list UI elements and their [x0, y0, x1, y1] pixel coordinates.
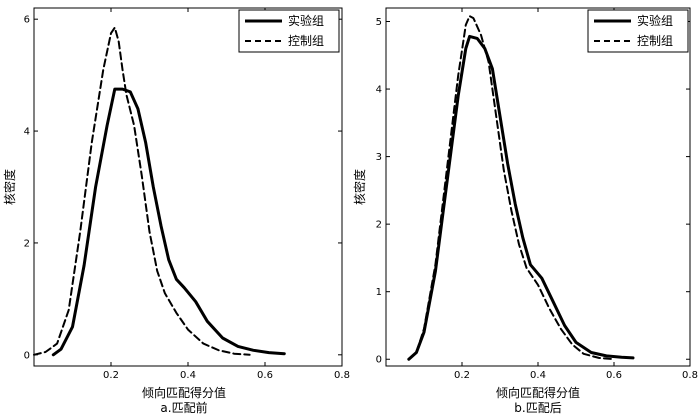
legend: 实验组 控制组	[587, 9, 689, 53]
legend-box	[238, 9, 340, 53]
series-line-control	[407, 15, 615, 361]
x-tick-label: 0.2	[454, 370, 470, 381]
legend-label-treatment: 实验组	[288, 13, 324, 28]
plot-frame	[33, 7, 343, 367]
series-line-control	[33, 26, 251, 356]
chart-caption: a.匹配前	[160, 400, 207, 415]
series-lines	[407, 15, 635, 361]
y-tick-label: 4	[24, 127, 30, 138]
x-tick-label: 0.8	[334, 370, 350, 381]
x-tick-label: 0.6	[606, 370, 622, 381]
y-axis-label: 核密度	[2, 169, 17, 205]
x-tick-label: 0.2	[103, 370, 119, 381]
axis-ticks: 0.2 0.4 0.6 0.8 0 1 2 3 4 5	[376, 8, 698, 381]
series-line-treatment	[407, 34, 635, 361]
y-tick-label: 4	[376, 85, 382, 96]
series-lines	[33, 26, 286, 357]
y-tick-label: 1	[376, 287, 382, 298]
x-axis-label: 倾向匹配得分值	[496, 385, 580, 400]
y-tick-label: 0	[24, 350, 30, 361]
x-axis-label: 倾向匹配得分值	[142, 385, 226, 400]
chart-caption: b.匹配后	[514, 401, 561, 415]
chart-panel-before-matching: 0.2 0.4 0.6 0.8 0 2 4 6 实验组 控制组 倾向匹配得分值 a.匹配前 核…	[2, 7, 350, 415]
legend-box	[587, 9, 689, 53]
plot-frame	[385, 7, 691, 367]
y-tick-label: 5	[376, 17, 382, 28]
chart-panel-after-matching: 0.2 0.4 0.6 0.8 0 1 2 3 4 5 实验组 控制组 倾向匹配得分值 b.匹配后…	[352, 7, 698, 415]
legend-label-treatment: 实验组	[637, 13, 673, 28]
y-tick-label: 2	[376, 220, 382, 231]
y-tick-label: 3	[376, 152, 382, 163]
x-tick-label: 0.8	[682, 370, 698, 381]
axis-ticks: 0.2 0.4 0.6 0.8 0 2 4 6	[24, 8, 350, 381]
x-tick-label: 0.6	[257, 370, 273, 381]
legend-label-control: 控制组	[288, 34, 324, 48]
x-tick-label: 0.4	[180, 370, 196, 381]
y-tick-label: 0	[376, 355, 382, 366]
y-tick-label: 2	[24, 238, 30, 249]
legend: 实验组 控制组	[238, 9, 340, 53]
series-line-treatment	[51, 87, 286, 357]
y-axis-label: 核密度	[352, 169, 367, 205]
legend-label-control: 控制组	[637, 34, 673, 48]
y-tick-label: 6	[24, 15, 30, 26]
x-tick-label: 0.4	[530, 370, 546, 381]
